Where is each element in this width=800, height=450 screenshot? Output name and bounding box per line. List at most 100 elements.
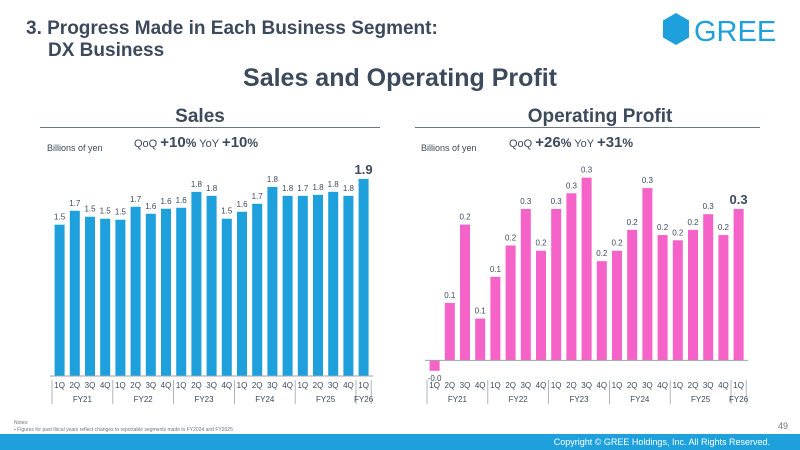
- profit-tick-label: 4Q: [718, 381, 729, 390]
- profit-bar: [475, 318, 486, 361]
- profit-tick-label: 3Q: [703, 381, 714, 390]
- sales-bar: [221, 218, 232, 376]
- notes: Notes: ▪ Figures for past fiscal years r…: [14, 420, 233, 434]
- profit-tick-label: 4Q: [596, 381, 607, 390]
- profit-data-label: 0.2: [657, 223, 669, 232]
- profit-data-label: 0.2: [505, 234, 517, 243]
- sales-bar: [267, 186, 278, 376]
- profit-bar: [657, 235, 668, 361]
- profit-group-label: FY21: [448, 395, 468, 404]
- sales-data-label: 1.8: [191, 180, 203, 189]
- sales-group-label: FY21: [73, 395, 93, 404]
- sales-bar: [176, 207, 187, 376]
- notes-label: Notes:: [14, 420, 29, 426]
- sales-tick-label: 2Q: [313, 381, 324, 390]
- profit-tick-label: 3Q: [642, 381, 653, 390]
- sales-data-label: 1.8: [206, 184, 218, 193]
- profit-bar: [627, 229, 638, 361]
- sales-bar: [100, 218, 111, 376]
- sales-tick-label: 1Q: [237, 381, 248, 390]
- sales-data-label: 1.7: [69, 199, 81, 208]
- profit-tick-label: 3Q: [581, 381, 592, 390]
- sales-tick-label: 2Q: [252, 381, 263, 390]
- sales-data-label: 1.8: [328, 180, 340, 189]
- profit-bar: [596, 261, 607, 361]
- sales-bar: [297, 195, 308, 376]
- profit-tick-label: 4Q: [657, 381, 668, 390]
- sales-tick-label: 3Q: [85, 381, 96, 390]
- page-number: 49: [778, 421, 789, 431]
- profit-bar-chart: -0.00.10.20.10.10.20.30.20.30.30.30.20.2…: [425, 166, 749, 404]
- sales-bar: [85, 216, 95, 376]
- profit-panel-title: Operating Profit: [527, 106, 673, 127]
- sales-data-label: 1.6: [176, 196, 188, 205]
- profit-data-label: 0.3: [703, 202, 715, 211]
- sales-group-label: FY26: [354, 395, 374, 404]
- profit-data-label: 0.2: [535, 239, 547, 248]
- sales-bar: [328, 191, 339, 376]
- profit-data-label: 0.2: [611, 239, 623, 248]
- profit-bar: [520, 208, 531, 361]
- sales-tick-label: 4Q: [282, 381, 293, 390]
- sales-data-label: 1.7: [252, 192, 264, 201]
- sales-tick-label: 2Q: [69, 381, 80, 390]
- section-title: 3. Progress Made in Each Business Segmen…: [26, 18, 438, 62]
- profit-data-label: 0.2: [627, 218, 639, 227]
- profit-bar: [612, 250, 622, 361]
- profit-unit-label: Billions of yen: [421, 143, 477, 153]
- sales-tick-label: 4Q: [100, 381, 111, 390]
- profit-group-label: FY25: [691, 395, 711, 404]
- profit-data-label: 0.2: [718, 223, 730, 232]
- profit-tick-label: 1Q: [490, 381, 501, 390]
- profit-tick-label: 2Q: [566, 381, 577, 390]
- gree-logo: GREE: [663, 13, 776, 46]
- profit-growth: QoQ +26% YoY +31%: [509, 134, 634, 151]
- profit-group-label: FY24: [630, 395, 650, 404]
- profit-data-label: 0.1: [490, 265, 502, 274]
- sales-bar: [206, 195, 217, 376]
- sales-tick-label: 4Q: [161, 381, 172, 390]
- sales-tick-label: 3Q: [267, 381, 278, 390]
- sales-bar: [252, 203, 263, 376]
- sales-bar: [54, 224, 65, 376]
- profit-data-label: 0.3: [642, 176, 654, 185]
- profit-bar: [444, 302, 455, 361]
- sales-bar: [358, 178, 369, 376]
- sales-data-label: 1.8: [282, 184, 294, 193]
- sales-bar: [69, 210, 80, 376]
- sales-unit-label: Billions of yen: [47, 143, 103, 153]
- sales-data-label: 1.5: [221, 207, 233, 216]
- sales-tick-label: 4Q: [343, 381, 354, 390]
- logo-text: GREE: [694, 16, 776, 46]
- sales-data-label: 1.5: [100, 207, 112, 216]
- profit-data-label: 0.3: [730, 192, 748, 207]
- sales-tick-label: 4Q: [221, 381, 232, 390]
- sales-data-label: 1.5: [54, 213, 66, 222]
- profit-tick-label: 4Q: [536, 381, 547, 390]
- sales-bar: [191, 191, 202, 376]
- sales-bar-chart: 1.51.71.5 1.5 1.51.71.61.6 1.61.8 1.81.51.61…: [50, 162, 374, 404]
- sales-group-label: FY23: [194, 395, 214, 404]
- profit-data-label: 0.3: [566, 181, 578, 190]
- profit-tick-label: 4Q: [475, 381, 486, 390]
- profit-data-label: 0.2: [672, 228, 684, 237]
- sales-tick-label: 1Q: [54, 381, 65, 390]
- copyright: Copyright © GREE Holdings, Inc. All Righ…: [553, 437, 770, 447]
- profit-bar: [460, 224, 470, 361]
- sales-tick-label: 3Q: [328, 381, 339, 390]
- profit-tick-label: 2Q: [505, 381, 516, 390]
- profit-data-label: 0.2: [687, 218, 699, 227]
- profit-group-label: FY23: [569, 395, 589, 404]
- sales-bar: [237, 211, 247, 376]
- sales-bar: [313, 194, 323, 376]
- profit-data-label: 0.2: [596, 249, 608, 258]
- sales-tick-label: 1Q: [297, 381, 308, 390]
- profit-data-label: 0.1: [475, 307, 487, 316]
- sales-data-label: 1.8: [343, 184, 355, 193]
- profit-bar: [703, 214, 714, 361]
- profit-bar: [733, 208, 744, 361]
- profit-bar: [642, 188, 653, 361]
- sales-data-label: 1.8: [312, 183, 324, 192]
- sales-bar: [115, 219, 126, 376]
- profit-data-label: 0.2: [459, 213, 471, 222]
